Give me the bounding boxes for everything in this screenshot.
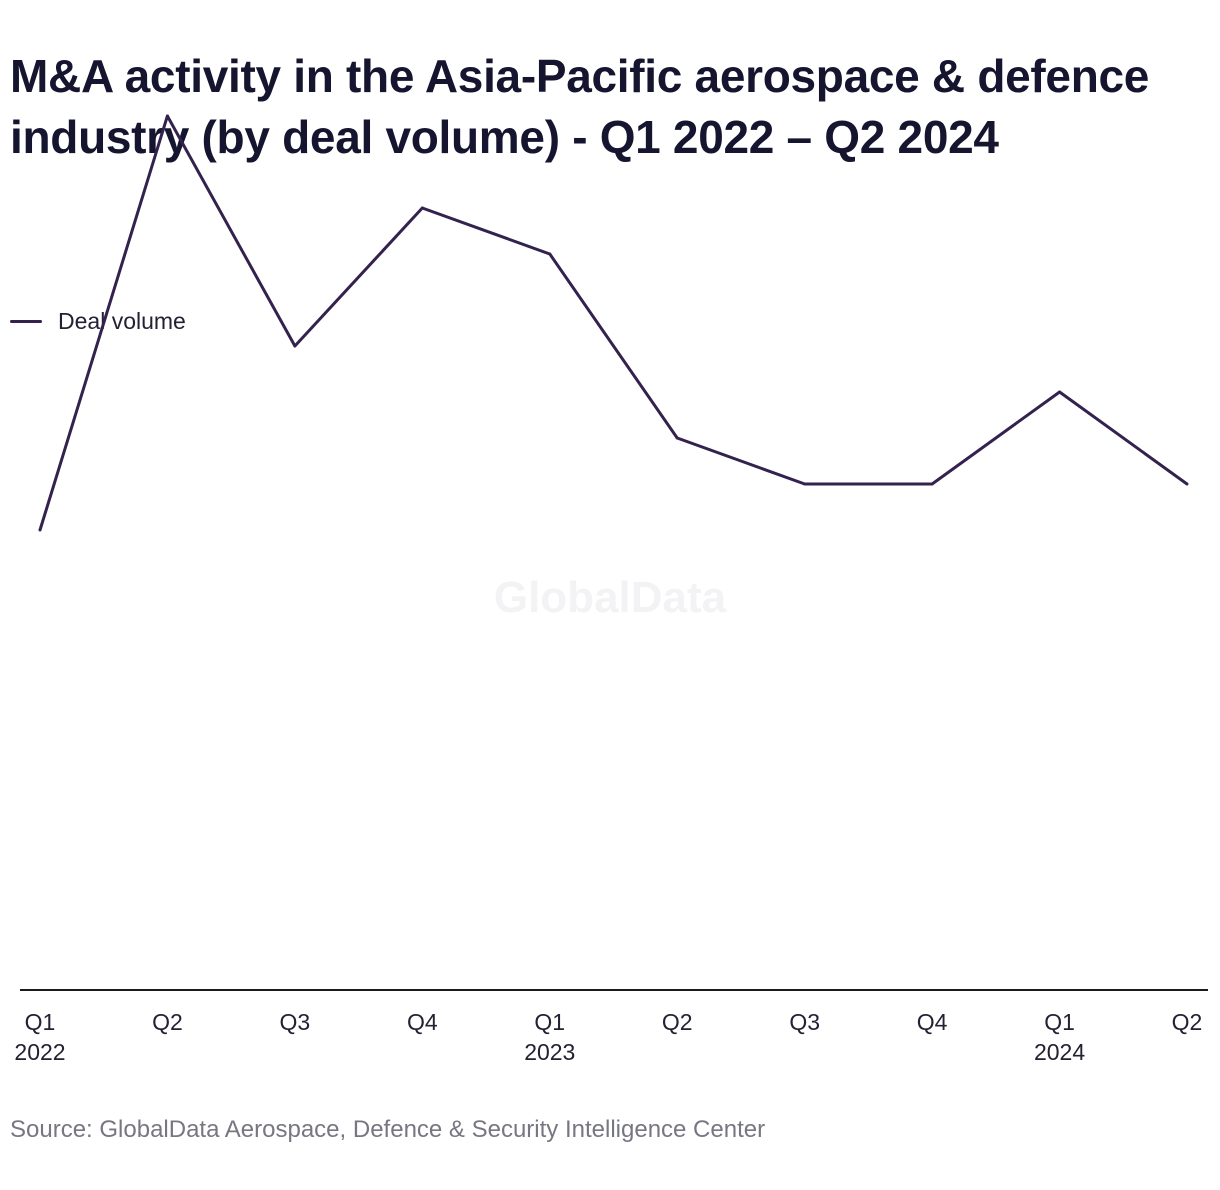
source-note: Source: GlobalData Aerospace, Defence & …	[10, 1116, 766, 1143]
series-line-deal-volume	[38, 114, 1188, 531]
legend-swatch-deal-volume	[10, 319, 42, 323]
data-point	[1058, 390, 1062, 394]
x-tick-year-label: 2023	[524, 1039, 575, 1065]
x-tick-label: Q1	[25, 1009, 56, 1035]
x-tick-label: Q2	[1172, 1009, 1203, 1035]
data-point	[803, 482, 807, 486]
x-tick-label: Q3	[789, 1009, 820, 1035]
watermark-text: GlobalData	[494, 573, 727, 622]
x-tick-label: Q2	[662, 1009, 693, 1035]
data-point	[548, 252, 552, 256]
data-point	[675, 436, 679, 440]
x-tick-label: Q4	[917, 1009, 948, 1035]
x-tick-label: Q3	[280, 1009, 311, 1035]
x-tick-year-label: 2022	[14, 1039, 65, 1065]
x-tick-label: Q1	[534, 1009, 565, 1035]
x-tick-label: Q4	[407, 1009, 438, 1035]
legend: Deal volume	[10, 306, 186, 336]
legend-label-deal-volume: Deal volume	[58, 307, 186, 334]
data-point	[930, 482, 934, 486]
data-point	[1185, 482, 1189, 486]
data-point	[420, 206, 424, 210]
x-tick-label: Q2	[152, 1009, 183, 1035]
data-point	[293, 344, 297, 348]
chart-title: M&A activity in the Asia-Pacific aerospa…	[10, 50, 1150, 163]
data-point	[38, 528, 42, 532]
data-point	[165, 114, 169, 118]
x-tick-year-label: 2024	[1034, 1039, 1085, 1065]
x-tick-label: Q1	[1044, 1009, 1075, 1035]
